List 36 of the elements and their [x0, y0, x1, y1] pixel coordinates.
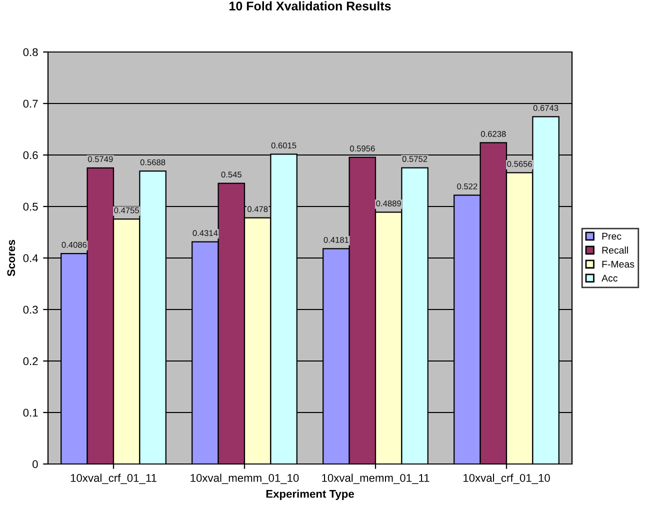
data-label: 0.4314 [192, 230, 218, 236]
data-label: 0.5752 [402, 156, 428, 162]
x-tick-label: 10xval_memm_01_11 [322, 474, 430, 484]
y-tick-label: 0.6 [23, 151, 38, 160]
y-tick-label: 0.7 [23, 100, 38, 108]
data-label: 0.4889 [376, 200, 401, 206]
data-label: 0.478 [248, 206, 268, 212]
data-label: 0.5656 [507, 161, 532, 167]
legend-label: Recall [602, 246, 628, 254]
data-label: 0.6743 [533, 105, 558, 111]
y-tick-label: 0.4 [23, 254, 38, 262]
y-tick-label: 0 [32, 460, 38, 468]
legend-label: Acc [602, 274, 618, 282]
data-label: 0.5688 [140, 159, 166, 166]
data-label: 0.5956 [350, 146, 375, 152]
y-tick-label: 0.1 [23, 408, 38, 417]
x-axis-title: Experiment Type [266, 490, 354, 500]
data-label: 0.5749 [88, 156, 113, 162]
data-label: 0.6238 [480, 131, 506, 137]
data-label: 0.4181 [324, 236, 349, 243]
chart-title: 10 Fold Xvalidation Results [230, 1, 391, 10]
y-tick-label: 0.3 [23, 306, 38, 314]
data-label: 0.4755 [114, 207, 139, 214]
data-label: 0.522 [457, 183, 478, 190]
data-label: 0.545 [221, 172, 242, 178]
legend-label: Prec [602, 232, 622, 240]
data-label: 0.6015 [271, 142, 296, 148]
y-tick-label: 0.5 [23, 202, 38, 211]
y-tick-label: 0.8 [23, 48, 38, 56]
x-tick-label: 10xval_crf_01_11 [70, 474, 156, 484]
x-tick-label: 10xval_crf_01_10 [463, 474, 550, 484]
y-axis-title: Scores [7, 240, 16, 276]
data-label: 0.4086 [62, 242, 87, 248]
x-tick-label: 10xval_memm_01_10 [190, 474, 299, 484]
legend-label: F-Meas [602, 260, 634, 268]
y-tick-label: 0.2 [23, 357, 38, 366]
